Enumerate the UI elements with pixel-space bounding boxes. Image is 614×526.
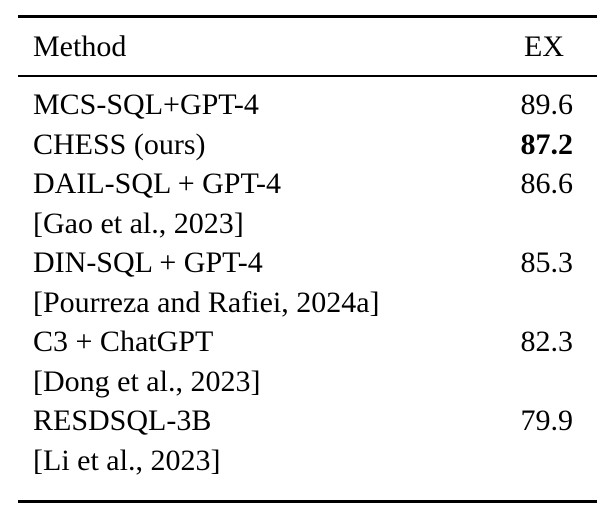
table-row-dail-sql-citation: [Gao et al., 2023] — [18, 204, 597, 244]
method-citation: [Li et al., 2023] — [33, 443, 221, 477]
ex-value-best: 87.2 — [520, 127, 574, 161]
ex-value: 82.3 — [520, 325, 574, 358]
method-name: RESDSQL-3B — [33, 404, 212, 437]
table-row-c3: C3 + ChatGPT 82.3 — [18, 322, 597, 362]
table-row-din-sql: DIN-SQL + GPT-4 85.3 — [18, 243, 597, 283]
method-citation: [Dong et al., 2023] — [33, 364, 261, 398]
ex-value: 85.3 — [520, 246, 574, 279]
table-row-dail-sql: DAIL-SQL + GPT-4 86.6 — [18, 164, 597, 204]
table-row-chess: CHESS (ours) 87.2 — [18, 125, 597, 165]
table-header-rule — [18, 75, 597, 77]
method-name: MCS-SQL+GPT-4 — [33, 88, 259, 121]
method-name: DIN-SQL + GPT-4 — [33, 246, 263, 279]
ex-value: 79.9 — [520, 404, 574, 437]
column-header-method: Method — [33, 29, 127, 63]
table-bottom-rule — [18, 500, 597, 503]
table-top-rule — [18, 15, 597, 18]
method-name: CHESS (ours) — [33, 127, 206, 161]
ex-value-empty — [515, 283, 573, 323]
table-row-mcs-sql: MCS-SQL+GPT-4 89.6 — [18, 85, 597, 125]
table-row-din-sql-citation: [Pourreza and Rafiei, 2024a] — [18, 283, 597, 323]
table-row-resdsql: RESDSQL-3B 79.9 — [18, 401, 597, 441]
ex-value-empty — [515, 362, 573, 402]
table-row-resdsql-citation: [Li et al., 2023] — [18, 441, 597, 481]
method-citation: [Gao et al., 2023] — [33, 206, 244, 240]
table-row-c3-citation: [Dong et al., 2023] — [18, 362, 597, 402]
method-name: DAIL-SQL + GPT-4 — [33, 167, 282, 200]
method-name: C3 + ChatGPT — [33, 325, 214, 358]
table-body: MCS-SQL+GPT-4 89.6 CHESS (ours) 87.2 DAI… — [18, 77, 597, 500]
ex-value-empty — [515, 204, 573, 244]
results-table: Method EX MCS-SQL+GPT-4 89.6 CHESS (ours… — [18, 15, 597, 503]
table-header-row: Method EX — [18, 18, 597, 75]
column-header-ex: EX — [524, 29, 564, 63]
ex-value: 89.6 — [520, 88, 574, 121]
method-citation: [Pourreza and Rafiei, 2024a] — [33, 285, 380, 319]
ex-value: 86.6 — [520, 167, 574, 200]
ex-value-empty — [515, 441, 573, 481]
